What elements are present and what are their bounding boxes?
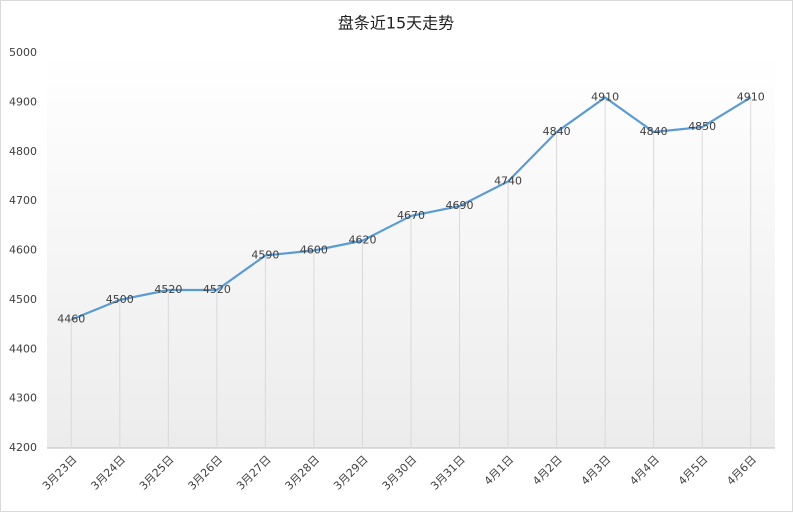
chart-title: 盘条近15天走势: [338, 14, 454, 33]
data-label: 4520: [154, 283, 182, 296]
data-label: 4460: [57, 313, 85, 326]
y-tick-label: 5000: [9, 46, 37, 59]
data-label: 4690: [446, 199, 474, 212]
y-tick-label: 4400: [9, 342, 37, 355]
y-tick-label: 4600: [9, 244, 37, 257]
data-label: 4520: [203, 283, 231, 296]
y-tick-label: 4800: [9, 145, 37, 158]
y-tick-label: 4200: [9, 441, 37, 454]
y-tick-label: 4900: [9, 95, 37, 108]
data-label: 4840: [543, 125, 571, 138]
data-label: 4910: [737, 90, 765, 103]
data-label: 4500: [106, 293, 134, 306]
data-label: 4850: [688, 120, 716, 133]
y-tick-label: 4500: [9, 293, 37, 306]
y-tick-label: 4300: [9, 392, 37, 405]
data-label: 4600: [300, 244, 328, 257]
data-label: 4840: [640, 125, 668, 138]
y-tick-label: 4700: [9, 194, 37, 207]
data-label: 4620: [348, 234, 376, 247]
data-label: 4740: [494, 174, 522, 187]
data-label: 4590: [251, 248, 279, 261]
data-label: 4910: [591, 90, 619, 103]
data-label: 4670: [397, 209, 425, 222]
line: [70, 96, 752, 321]
